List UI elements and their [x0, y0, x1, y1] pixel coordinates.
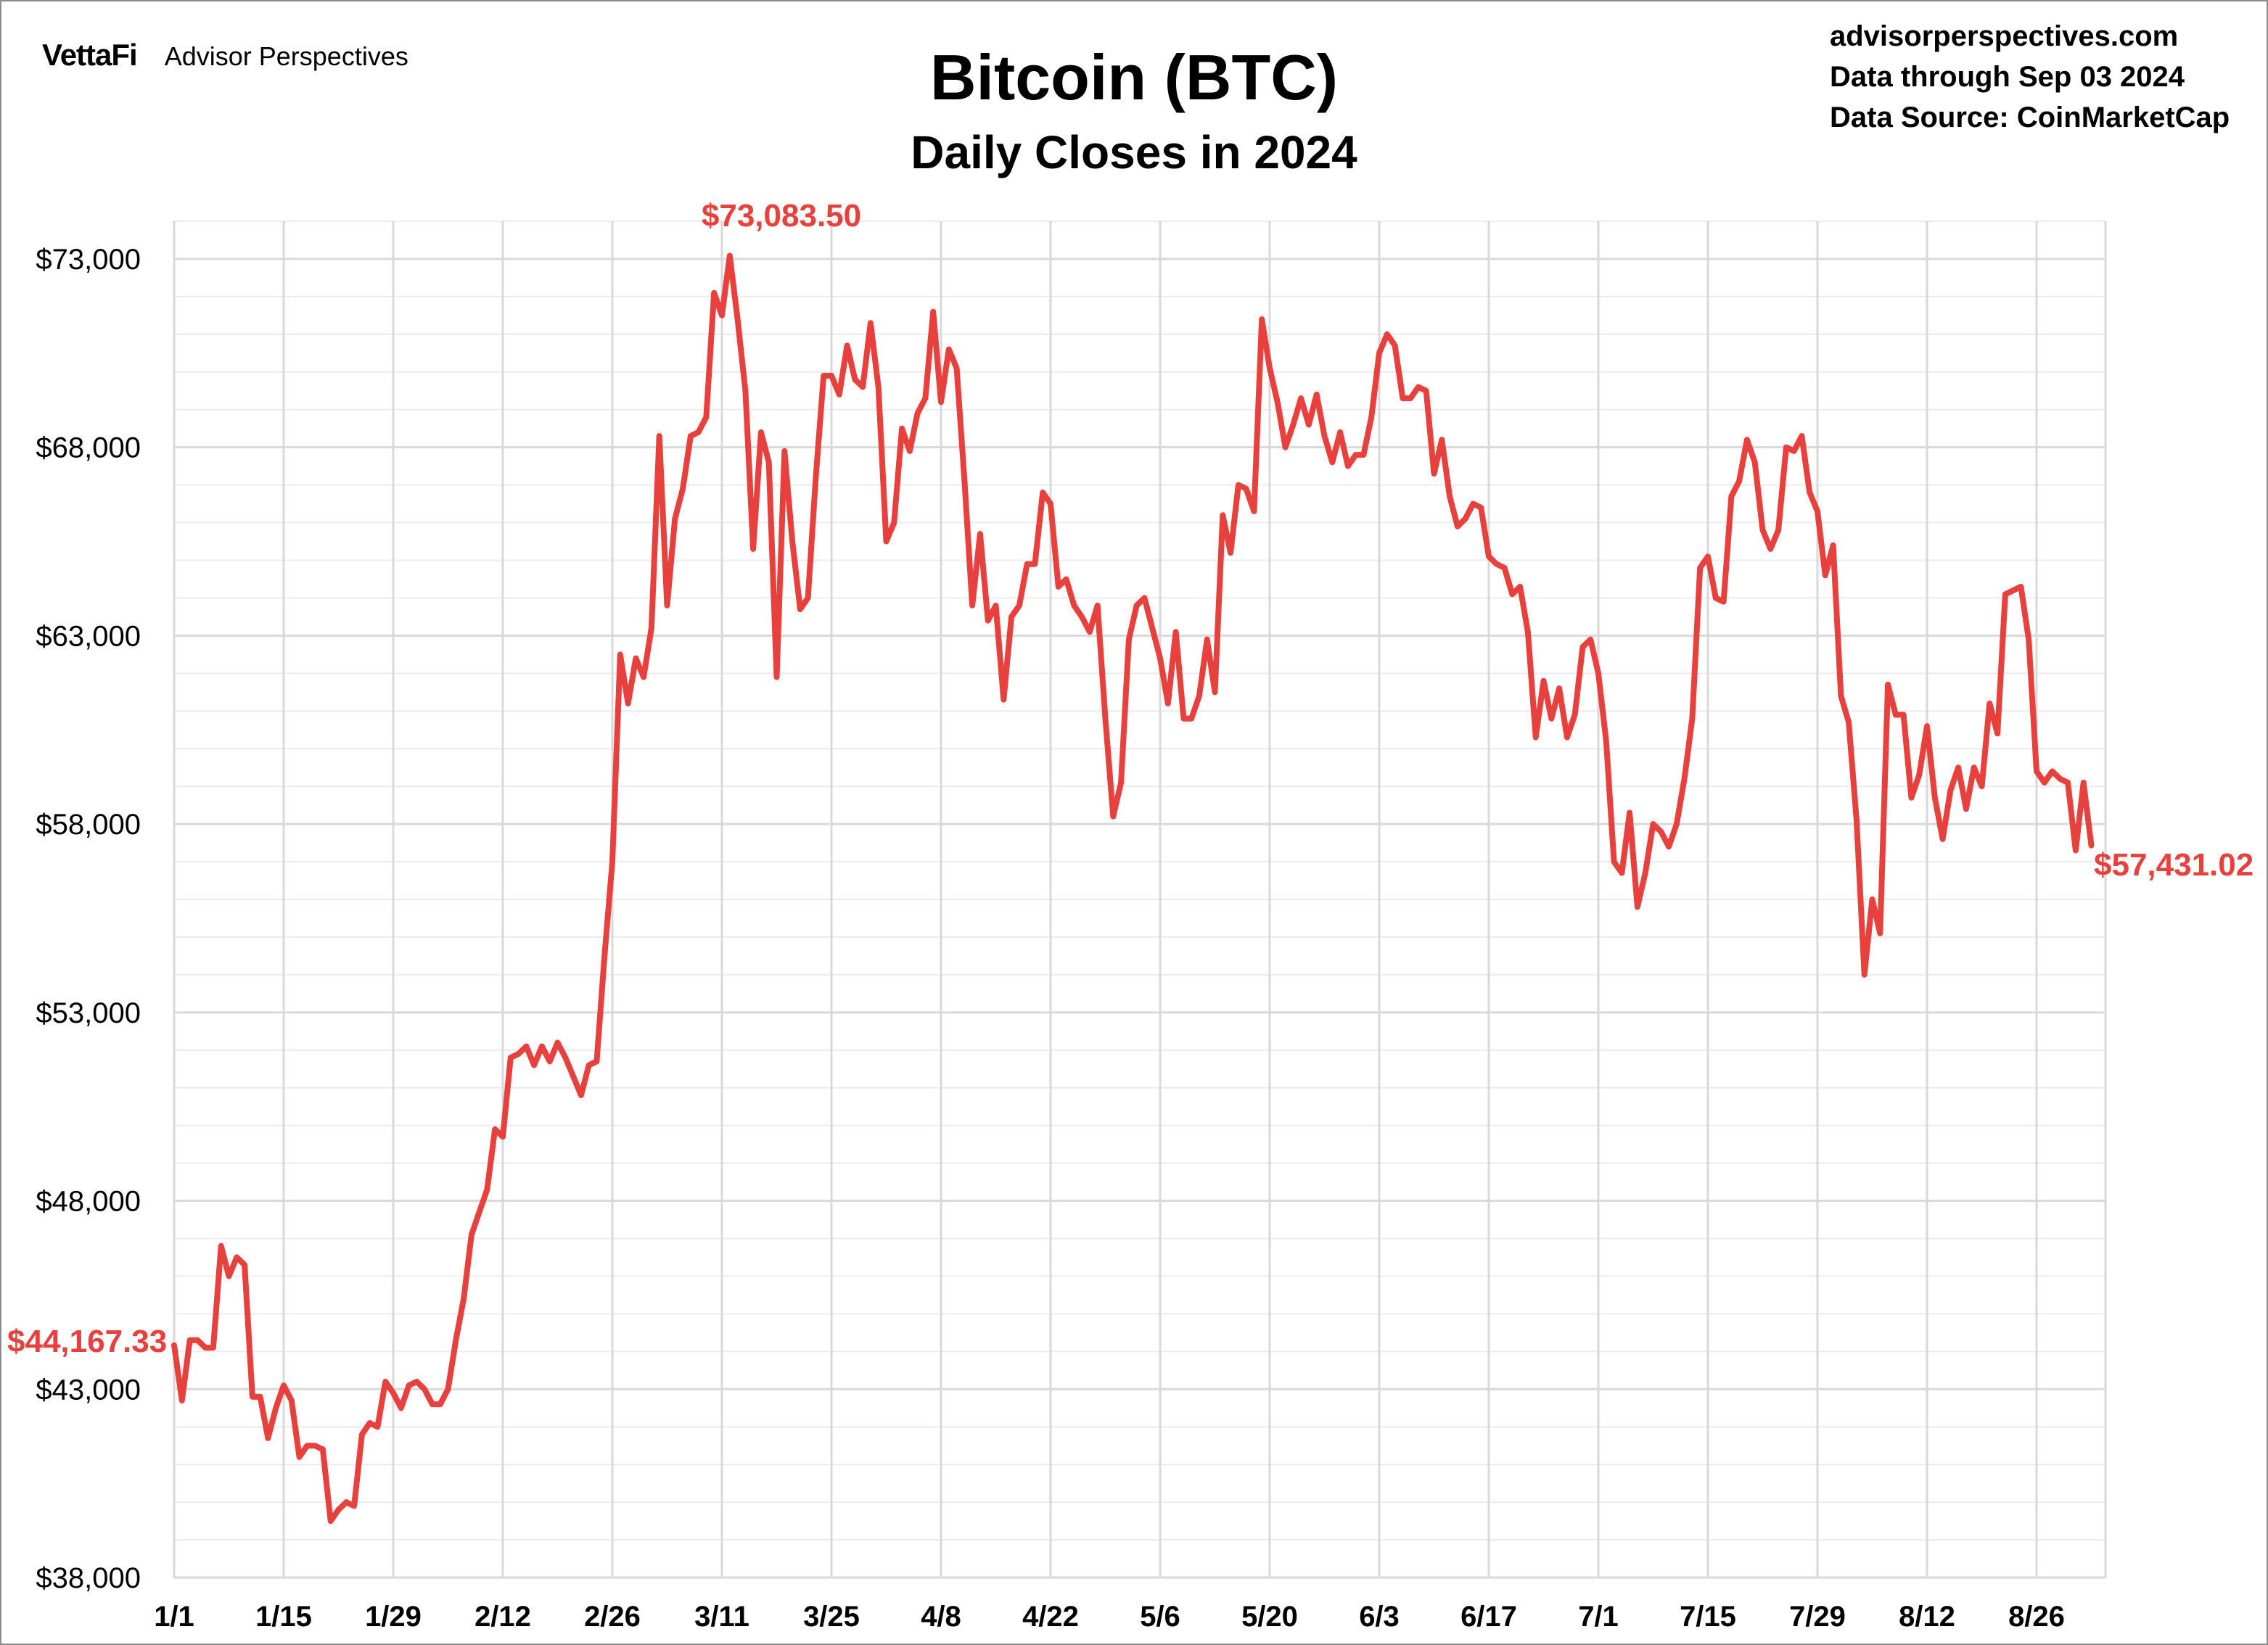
chart-title: Bitcoin (BTC): [929, 41, 1339, 113]
y-tick-label: $43,000: [36, 1374, 141, 1406]
x-tick-label: 4/22: [1022, 1601, 1079, 1633]
x-tick-label: 7/29: [1789, 1601, 1846, 1633]
data-source: Data Source: CoinMarketCap: [1830, 102, 2230, 133]
x-tick-label: 6/3: [1359, 1601, 1400, 1633]
x-tick-label: 5/20: [1241, 1601, 1298, 1633]
source-info: advisorperspectives.com Data through Sep…: [1830, 16, 2230, 138]
y-tick-label: $63,000: [36, 620, 141, 652]
x-tick-label: 6/17: [1460, 1601, 1517, 1633]
x-tick-label: 2/12: [474, 1601, 531, 1633]
start-value-label: $44,167.33: [7, 1324, 167, 1359]
site-url: advisorperspectives.com: [1830, 20, 2179, 52]
end-value-label: $57,431.02: [2094, 847, 2253, 883]
y-tick-label: $48,000: [36, 1186, 141, 1218]
x-tick-label: 2/26: [584, 1601, 641, 1633]
brand: VettaFi Advisor Perspectives: [42, 38, 408, 73]
x-tick-label: 1/29: [365, 1601, 422, 1633]
brand-name: Advisor Perspectives: [164, 41, 408, 71]
y-tick-label: $53,000: [36, 997, 141, 1029]
y-tick-label: $73,000: [36, 244, 141, 276]
x-tick-label: 1/1: [154, 1601, 194, 1633]
x-tick-label: 1/15: [255, 1601, 312, 1633]
x-tick-label: 8/12: [1899, 1601, 1955, 1633]
x-tick-label: 3/11: [694, 1601, 749, 1633]
y-tick-label: $68,000: [36, 432, 141, 464]
x-tick-label: 4/8: [921, 1601, 961, 1633]
x-tick-label: 7/15: [1680, 1601, 1736, 1633]
chart-subtitle: Daily Closes in 2024: [911, 126, 1357, 178]
x-tick-label: 5/6: [1140, 1601, 1180, 1633]
x-tick-label: 7/1: [1578, 1601, 1619, 1633]
brand-logo: VettaFi: [42, 38, 138, 72]
y-tick-label: $38,000: [36, 1562, 141, 1594]
chart-titles: Bitcoin (BTC) Daily Closes in 2024: [0, 38, 2268, 181]
y-tick-label: $58,000: [36, 809, 141, 841]
data-through: Data through Sep 03 2024: [1830, 61, 2185, 93]
x-tick-label: 8/26: [2008, 1601, 2065, 1633]
x-axis-ticks: 1/1 1/15 1/29 2/12 2/26 3/11 3/25 4/8 4/22 5/6 5/2…: [154, 1601, 2065, 1633]
minor-gridlines: [174, 220, 2105, 1541]
y-axis-ticks: $38,000 $43,000 $48,000 $53,000 $58,000 $63,0…: [36, 244, 141, 1594]
high-value-label: $73,083.50: [702, 198, 861, 234]
x-tick-label: 3/25: [803, 1601, 860, 1633]
major-gridlines: [174, 257, 2105, 1579]
series-line-btc: [171, 252, 2095, 1525]
